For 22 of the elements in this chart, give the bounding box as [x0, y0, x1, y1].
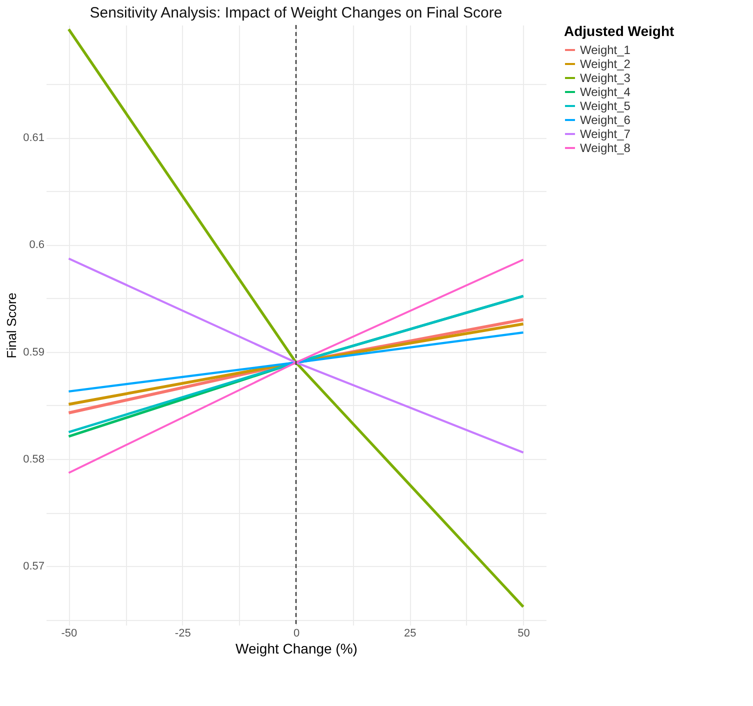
legend-label: Weight_8: [580, 141, 631, 155]
y-tick-label: 0.59: [23, 346, 44, 358]
legend-label: Weight_6: [580, 113, 631, 127]
y-tick-label: 0.61: [23, 132, 44, 144]
legend-label: Weight_7: [580, 127, 631, 141]
x-tick-label: 25: [404, 628, 416, 640]
x-tick-label: -50: [61, 628, 78, 640]
legend-label: Weight_2: [580, 57, 631, 71]
legend-label: Weight_4: [580, 85, 631, 99]
legend-label: Weight_3: [580, 71, 631, 85]
x-tick-label: -25: [174, 628, 191, 640]
x-tick-label: 50: [518, 628, 530, 640]
legend-label: Weight_1: [580, 43, 631, 57]
y-tick-label: 0.58: [23, 453, 44, 466]
y-axis-title: Final Score: [4, 292, 20, 358]
y-tick-label: 0.6: [29, 239, 44, 252]
legend-label: Weight_5: [580, 99, 631, 113]
x-tick-label: 0: [293, 628, 300, 640]
chart-title: Sensitivity Analysis: Impact of Weight Changes on Final Score: [90, 4, 502, 22]
x-axis-title: Weight Change (%): [236, 640, 358, 656]
y-tick-label: 0.57: [23, 560, 44, 573]
legend-title: Adjusted Weight: [564, 23, 675, 39]
